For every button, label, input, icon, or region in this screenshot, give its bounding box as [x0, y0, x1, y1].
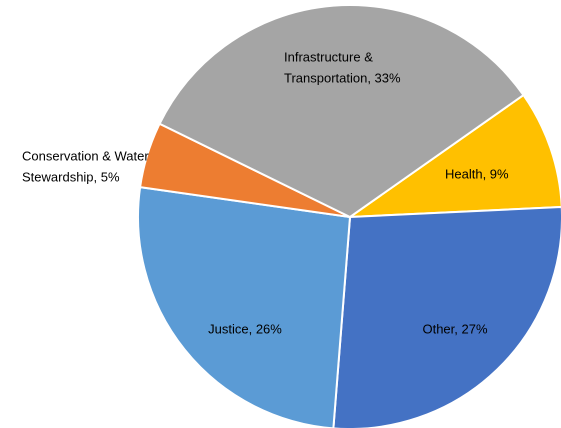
pie-slice: [158, 4, 525, 219]
data-label: Infrastructure &: [284, 49, 373, 64]
data-label: Transportation, 33%: [284, 70, 401, 85]
data-label: Stewardship, 5%: [22, 169, 120, 184]
data-label: Other, 27%: [422, 321, 487, 336]
pie-slice: [346, 93, 561, 219]
data-label: Health, 9%: [445, 166, 509, 181]
pie-slice: [332, 206, 561, 428]
data-label: Justice, 26%: [208, 321, 282, 336]
data-label: Conservation & Water: [22, 148, 149, 163]
pie-slice: [137, 185, 352, 428]
